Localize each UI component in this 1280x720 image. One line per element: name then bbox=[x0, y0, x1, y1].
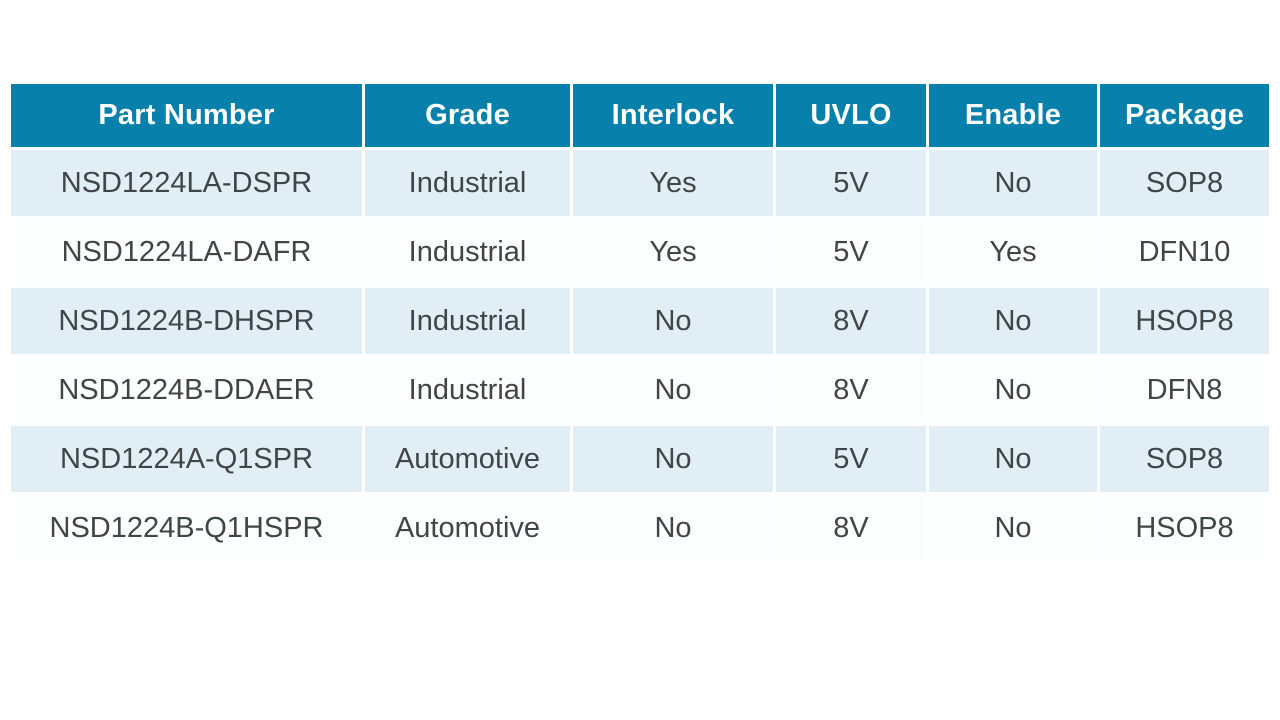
table-header: Part Number Grade Interlock UVLO Enable … bbox=[11, 84, 1269, 150]
cell-package: DFN8 bbox=[1100, 357, 1269, 426]
cell-part-number: NSD1224B-DHSPR bbox=[11, 288, 365, 357]
cell-grade: Industrial bbox=[365, 288, 573, 357]
table-row: NSD1224LA-DAFR Industrial Yes 5V Yes DFN… bbox=[11, 219, 1269, 288]
table-row: NSD1224B-DDAER Industrial No 8V No DFN8 bbox=[11, 357, 1269, 426]
cell-interlock: No bbox=[573, 288, 776, 357]
cell-package: DFN10 bbox=[1100, 219, 1269, 288]
cell-uvlo: 5V bbox=[776, 150, 929, 219]
cell-package: SOP8 bbox=[1100, 150, 1269, 219]
column-header-package: Package bbox=[1100, 84, 1269, 150]
cell-part-number: NSD1224A-Q1SPR bbox=[11, 426, 365, 495]
cell-enable: Yes bbox=[929, 219, 1100, 288]
cell-grade: Automotive bbox=[365, 495, 573, 564]
column-header-uvlo: UVLO bbox=[776, 84, 929, 150]
cell-part-number: NSD1224B-DDAER bbox=[11, 357, 365, 426]
cell-interlock: No bbox=[573, 426, 776, 495]
cell-enable: No bbox=[929, 150, 1100, 219]
cell-uvlo: 8V bbox=[776, 288, 929, 357]
cell-grade: Industrial bbox=[365, 150, 573, 219]
cell-enable: No bbox=[929, 357, 1100, 426]
header-row: Part Number Grade Interlock UVLO Enable … bbox=[11, 84, 1269, 150]
column-header-part-number: Part Number bbox=[11, 84, 365, 150]
cell-package: HSOP8 bbox=[1100, 288, 1269, 357]
cell-enable: No bbox=[929, 495, 1100, 564]
cell-interlock: No bbox=[573, 357, 776, 426]
column-header-grade: Grade bbox=[365, 84, 573, 150]
cell-grade: Automotive bbox=[365, 426, 573, 495]
cell-enable: No bbox=[929, 288, 1100, 357]
cell-package: SOP8 bbox=[1100, 426, 1269, 495]
table-row: NSD1224B-Q1HSPR Automotive No 8V No HSOP… bbox=[11, 495, 1269, 564]
column-header-interlock: Interlock bbox=[573, 84, 776, 150]
cell-interlock: Yes bbox=[573, 219, 776, 288]
cell-interlock: Yes bbox=[573, 150, 776, 219]
cell-uvlo: 8V bbox=[776, 495, 929, 564]
cell-package: HSOP8 bbox=[1100, 495, 1269, 564]
table-row: NSD1224LA-DSPR Industrial Yes 5V No SOP8 bbox=[11, 150, 1269, 219]
cell-grade: Industrial bbox=[365, 357, 573, 426]
cell-uvlo: 5V bbox=[776, 219, 929, 288]
cell-part-number: NSD1224B-Q1HSPR bbox=[11, 495, 365, 564]
cell-part-number: NSD1224LA-DSPR bbox=[11, 150, 365, 219]
cell-uvlo: 8V bbox=[776, 357, 929, 426]
cell-uvlo: 5V bbox=[776, 426, 929, 495]
table-row: NSD1224A-Q1SPR Automotive No 5V No SOP8 bbox=[11, 426, 1269, 495]
cell-enable: No bbox=[929, 426, 1100, 495]
table-body: NSD1224LA-DSPR Industrial Yes 5V No SOP8… bbox=[11, 150, 1269, 564]
cell-interlock: No bbox=[573, 495, 776, 564]
column-header-enable: Enable bbox=[929, 84, 1100, 150]
table-row: NSD1224B-DHSPR Industrial No 8V No HSOP8 bbox=[11, 288, 1269, 357]
cell-part-number: NSD1224LA-DAFR bbox=[11, 219, 365, 288]
cell-grade: Industrial bbox=[365, 219, 573, 288]
part-selection-table: Part Number Grade Interlock UVLO Enable … bbox=[11, 84, 1269, 564]
